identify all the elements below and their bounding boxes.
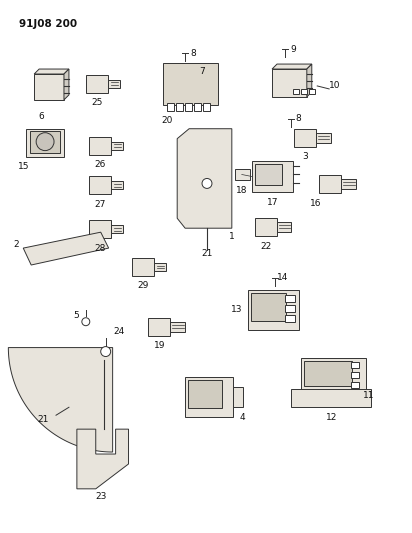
Bar xyxy=(293,89,300,94)
Bar xyxy=(291,389,371,407)
Bar xyxy=(170,322,185,332)
Text: 17: 17 xyxy=(267,198,278,207)
Bar xyxy=(351,362,359,368)
Text: 16: 16 xyxy=(309,199,321,208)
Circle shape xyxy=(101,346,111,357)
Text: 21: 21 xyxy=(37,415,49,424)
Polygon shape xyxy=(64,69,69,100)
Circle shape xyxy=(36,133,54,151)
Polygon shape xyxy=(8,348,112,452)
Polygon shape xyxy=(77,429,129,489)
Bar xyxy=(30,131,60,152)
Bar xyxy=(89,176,111,195)
Text: 15: 15 xyxy=(17,162,29,171)
Text: 29: 29 xyxy=(138,281,149,290)
Bar xyxy=(148,318,170,336)
Bar xyxy=(319,175,341,193)
Text: 25: 25 xyxy=(91,99,103,107)
Text: 23: 23 xyxy=(95,492,106,502)
Bar xyxy=(309,89,315,94)
Bar xyxy=(111,225,122,233)
Bar xyxy=(351,382,359,389)
Text: 26: 26 xyxy=(94,160,105,169)
Bar xyxy=(167,103,174,111)
Text: 20: 20 xyxy=(162,116,173,125)
Bar xyxy=(34,74,64,100)
Text: 6: 6 xyxy=(38,112,44,122)
Text: 14: 14 xyxy=(277,273,288,282)
Bar xyxy=(301,89,307,94)
Bar xyxy=(26,129,64,157)
Text: 8: 8 xyxy=(190,49,196,58)
Bar xyxy=(111,142,122,150)
Bar xyxy=(86,75,108,93)
Bar xyxy=(255,218,276,236)
Bar xyxy=(286,295,295,302)
Bar xyxy=(252,160,293,192)
Bar xyxy=(185,103,192,111)
Text: 21: 21 xyxy=(201,248,213,257)
Text: 24: 24 xyxy=(113,327,124,336)
Bar xyxy=(295,129,316,147)
Bar xyxy=(233,387,243,407)
Bar xyxy=(250,293,286,321)
Bar xyxy=(89,136,111,155)
Circle shape xyxy=(82,318,90,326)
Polygon shape xyxy=(23,232,109,265)
Text: 4: 4 xyxy=(240,413,246,422)
Bar xyxy=(351,373,359,378)
Text: 5: 5 xyxy=(73,311,79,320)
Bar xyxy=(133,258,154,276)
Text: 1: 1 xyxy=(229,232,235,241)
Bar xyxy=(108,80,119,88)
Bar xyxy=(235,168,250,181)
Bar xyxy=(272,69,307,97)
Text: 12: 12 xyxy=(325,413,337,422)
Bar xyxy=(286,305,295,312)
Text: 91J08 200: 91J08 200 xyxy=(19,19,77,29)
Polygon shape xyxy=(177,129,232,228)
Text: 27: 27 xyxy=(94,200,105,209)
Bar xyxy=(301,358,366,395)
Text: 8: 8 xyxy=(295,114,301,123)
Bar xyxy=(341,180,356,189)
Bar xyxy=(185,377,233,417)
Circle shape xyxy=(202,179,212,188)
Bar xyxy=(276,222,291,232)
Bar xyxy=(176,103,183,111)
Bar xyxy=(304,360,352,386)
Text: 10: 10 xyxy=(329,82,341,91)
Text: 9: 9 xyxy=(290,45,296,54)
Polygon shape xyxy=(307,64,312,97)
Text: 18: 18 xyxy=(236,186,248,195)
Bar xyxy=(194,103,201,111)
Bar xyxy=(203,103,210,111)
Text: 7: 7 xyxy=(199,67,205,76)
Bar xyxy=(286,315,295,322)
Bar xyxy=(154,263,166,271)
Text: 3: 3 xyxy=(302,152,308,161)
Text: 22: 22 xyxy=(260,241,271,251)
Text: 28: 28 xyxy=(94,244,105,253)
Text: 11: 11 xyxy=(363,391,375,400)
Polygon shape xyxy=(34,69,69,74)
Bar xyxy=(248,290,300,330)
Text: 2: 2 xyxy=(14,240,19,248)
Bar xyxy=(316,133,331,143)
Bar xyxy=(111,181,122,189)
Text: 19: 19 xyxy=(154,341,165,350)
Bar xyxy=(89,220,111,238)
Bar xyxy=(163,63,218,105)
Polygon shape xyxy=(272,64,312,69)
Text: 13: 13 xyxy=(231,305,243,314)
Bar xyxy=(255,164,283,185)
Bar xyxy=(188,381,222,408)
